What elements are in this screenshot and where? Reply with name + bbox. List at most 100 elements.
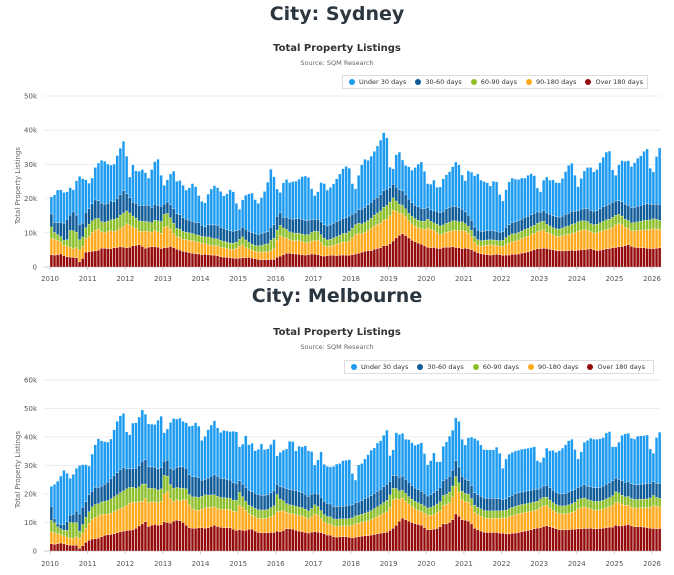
bar-stack[interactable]: [432, 452, 436, 552]
bar-under-30-days[interactable]: [238, 209, 242, 230]
bar-30-60-days[interactable]: [432, 210, 436, 224]
bar-over-180-days[interactable]: [234, 258, 238, 268]
bar-stack[interactable]: [87, 183, 91, 268]
bar-90-180-days[interactable]: [300, 241, 304, 255]
bar-over-180-days[interactable]: [498, 532, 502, 552]
bar-60-90-days[interactable]: [272, 238, 276, 249]
bar-60-90-days[interactable]: [96, 218, 100, 230]
bar-30-60-days[interactable]: [206, 224, 210, 238]
bar-under-30-days[interactable]: [156, 420, 160, 469]
bar-30-60-days[interactable]: [382, 486, 386, 503]
bar-stack[interactable]: [53, 484, 57, 552]
bar-under-30-days[interactable]: [363, 159, 367, 208]
bar-60-90-days[interactable]: [256, 245, 260, 253]
bar-stack[interactable]: [642, 151, 646, 268]
bar-under-30-days[interactable]: [548, 180, 552, 215]
bar-stack[interactable]: [488, 449, 492, 552]
bar-over-180-days[interactable]: [259, 532, 263, 552]
bar-over-180-days[interactable]: [300, 531, 304, 552]
bar-90-180-days[interactable]: [639, 507, 643, 527]
bar-30-60-days[interactable]: [335, 506, 339, 520]
bar-stack[interactable]: [278, 192, 282, 268]
bar-90-180-days[interactable]: [592, 509, 596, 529]
bar-30-60-days[interactable]: [259, 233, 263, 246]
bar-under-30-days[interactable]: [372, 447, 376, 494]
bar-30-60-days[interactable]: [219, 477, 223, 498]
bar-under-30-days[interactable]: [438, 186, 442, 213]
bar-90-180-days[interactable]: [485, 244, 489, 255]
bar-over-180-days[interactable]: [121, 530, 125, 552]
bar-over-180-days[interactable]: [269, 259, 273, 268]
bar-under-30-days[interactable]: [121, 413, 125, 468]
bar-90-180-days[interactable]: [620, 224, 624, 247]
bar-under-30-days[interactable]: [633, 438, 637, 485]
bar-30-60-days[interactable]: [190, 221, 194, 234]
bar-stack[interactable]: [466, 437, 470, 552]
bar-90-180-days[interactable]: [607, 228, 611, 249]
bar-under-30-days[interactable]: [338, 173, 342, 221]
bar-stack[interactable]: [147, 423, 151, 552]
bar-60-90-days[interactable]: [636, 499, 640, 509]
bar-30-60-days[interactable]: [256, 234, 260, 246]
bar-stack[interactable]: [81, 178, 85, 268]
bar-over-180-days[interactable]: [169, 522, 173, 552]
bar-over-180-days[interactable]: [59, 253, 63, 268]
bar-stack[interactable]: [71, 189, 75, 268]
bar-30-60-days[interactable]: [253, 493, 257, 509]
bar-over-180-days[interactable]: [479, 253, 483, 268]
bar-30-60-days[interactable]: [322, 501, 326, 515]
bar-30-60-days[interactable]: [357, 501, 361, 516]
bar-under-30-days[interactable]: [344, 166, 348, 218]
bar-30-60-days[interactable]: [137, 465, 141, 488]
bar-over-180-days[interactable]: [291, 253, 295, 268]
bar-stack[interactable]: [222, 430, 226, 552]
bar-90-180-days[interactable]: [169, 498, 173, 524]
bar-30-60-days[interactable]: [366, 497, 370, 513]
bar-30-60-days[interactable]: [595, 487, 599, 502]
bar-30-60-days[interactable]: [103, 484, 107, 502]
bar-stack[interactable]: [162, 185, 166, 268]
bar-under-30-days[interactable]: [529, 173, 533, 215]
bar-30-60-days[interactable]: [288, 489, 292, 505]
bar-30-60-days[interactable]: [212, 474, 216, 495]
bar-under-30-days[interactable]: [281, 182, 285, 218]
bar-90-180-days[interactable]: [426, 227, 430, 248]
bar-over-180-days[interactable]: [319, 532, 323, 552]
bar-90-180-days[interactable]: [137, 230, 141, 245]
bar-over-180-days[interactable]: [369, 250, 373, 268]
bar-90-180-days[interactable]: [532, 510, 536, 529]
bar-over-180-days[interactable]: [250, 257, 254, 268]
bar-30-60-days[interactable]: [332, 223, 336, 239]
bar-60-90-days[interactable]: [607, 218, 611, 229]
bar-90-180-days[interactable]: [604, 507, 608, 528]
bar-60-90-days[interactable]: [96, 503, 100, 517]
bar-over-180-days[interactable]: [347, 255, 351, 268]
bar-stack[interactable]: [74, 180, 78, 268]
bar-30-60-days[interactable]: [426, 207, 430, 220]
bar-90-180-days[interactable]: [372, 225, 376, 250]
bar-over-180-days[interactable]: [375, 248, 379, 268]
bar-under-30-days[interactable]: [222, 195, 226, 229]
bar-under-30-days[interactable]: [272, 176, 276, 225]
bar-under-30-days[interactable]: [485, 449, 489, 499]
bar-stack[interactable]: [190, 425, 194, 552]
bar-over-180-days[interactable]: [526, 530, 530, 552]
bar-stack[interactable]: [234, 431, 238, 552]
bar-stack[interactable]: [510, 177, 514, 268]
bar-90-180-days[interactable]: [564, 513, 568, 531]
bar-60-90-days[interactable]: [394, 488, 398, 499]
bar-60-90-days[interactable]: [65, 239, 69, 246]
bar-over-180-days[interactable]: [639, 526, 643, 552]
bar-stack[interactable]: [278, 452, 282, 552]
bar-90-180-days[interactable]: [589, 231, 593, 249]
bar-stack[interactable]: [629, 166, 633, 268]
bar-stack[interactable]: [275, 188, 279, 268]
bar-stack[interactable]: [579, 178, 583, 268]
bar-60-90-days[interactable]: [614, 215, 618, 226]
bar-over-180-days[interactable]: [620, 525, 624, 552]
bar-over-180-days[interactable]: [413, 523, 417, 552]
bar-stack[interactable]: [435, 461, 439, 552]
bar-under-30-days[interactable]: [335, 178, 339, 222]
bar-90-180-days[interactable]: [542, 505, 546, 527]
bar-stack[interactable]: [451, 430, 455, 552]
